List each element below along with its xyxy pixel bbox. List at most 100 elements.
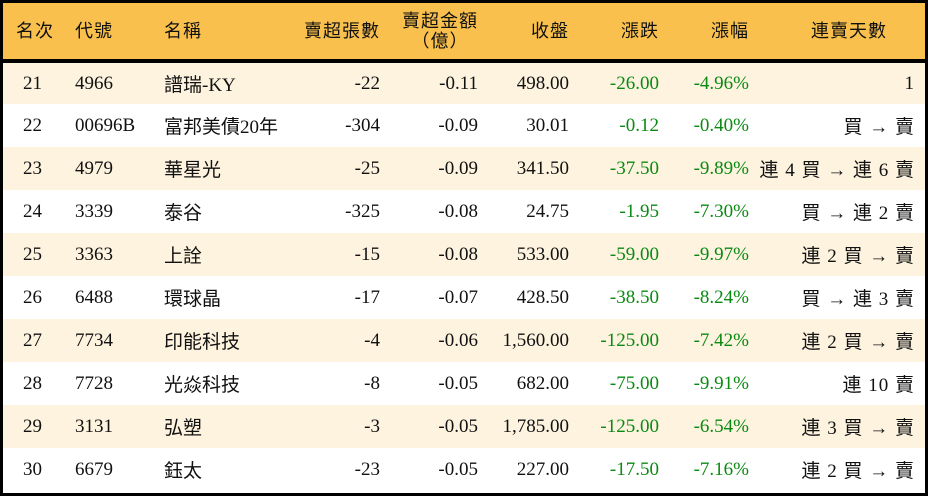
cell-net-sell-amount: -0.05 (438, 415, 478, 437)
cell-code: 4979 (75, 157, 113, 179)
table-row: 26 6488 環球晶 -17 -0.07 428.50 -38.50 -8.2… (3, 276, 925, 319)
cell-rank: 21 (23, 72, 42, 94)
cell-code: 3131 (75, 415, 113, 437)
cell-close: 428.50 (516, 286, 569, 308)
cell-streak: 買 → 賣 (843, 117, 915, 138)
cell-rank: 29 (23, 415, 42, 437)
cell-streak: 連 2 買 → 賣 (801, 461, 915, 482)
cell-streak: 買 → 連 2 賣 (801, 203, 915, 224)
cell-net-sell-amount: -0.05 (438, 458, 478, 480)
cell-change-pct: -0.40% (693, 114, 749, 136)
cell-rank: 23 (23, 157, 42, 179)
header-change: 漲跌 (569, 3, 659, 63)
cell-change: -37.50 (609, 157, 659, 179)
net-sell-ranking-table: 名次 代號 名稱 賣超張數 賣超金額 （億） 收盤 漲跌 漲幅 連賣天數 21 … (3, 3, 925, 491)
cell-net-sell-amount: -0.07 (438, 286, 478, 308)
cell-name: 環球晶 (164, 289, 222, 310)
table-row: 29 3131 弘塑 -3 -0.05 1,785.00 -125.00 -6.… (3, 405, 925, 448)
cell-change-pct: -9.97% (693, 243, 749, 265)
header-net-sell-amount-line1: 賣超金額 (402, 11, 478, 31)
table-row: 24 3339 泰谷 -325 -0.08 24.75 -1.95 -7.30%… (3, 190, 925, 233)
cell-code: 00696B (75, 114, 136, 136)
table-row: 22 00696B 富邦美債20年 -304 -0.09 30.01 -0.12… (3, 104, 925, 147)
cell-name: 譜瑞-KY (164, 75, 236, 96)
cell-net-sell-lots: -15 (354, 243, 380, 265)
cell-net-sell-amount: -0.09 (438, 114, 478, 136)
cell-net-sell-lots: -22 (354, 72, 380, 94)
table-row: 30 6679 鈺太 -23 -0.05 227.00 -17.50 -7.16… (3, 448, 925, 491)
cell-net-sell-amount: -0.09 (438, 157, 478, 179)
cell-rank: 27 (23, 329, 42, 351)
cell-code: 6488 (75, 286, 113, 308)
cell-close: 1,560.00 (502, 329, 570, 351)
cell-rank: 30 (23, 458, 42, 480)
cell-net-sell-lots: -3 (364, 415, 380, 437)
table-row: 25 3363 上詮 -15 -0.08 533.00 -59.00 -9.97… (3, 233, 925, 276)
header-name: 名稱 (151, 3, 286, 63)
cell-name: 弘塑 (164, 418, 203, 439)
table-row: 21 4966 譜瑞-KY -22 -0.11 498.00 -26.00 -4… (3, 61, 925, 104)
cell-net-sell-amount: -0.08 (438, 200, 478, 222)
cell-net-sell-lots: -325 (345, 200, 380, 222)
cell-net-sell-lots: -25 (354, 157, 380, 179)
cell-net-sell-lots: -17 (354, 286, 380, 308)
cell-rank: 26 (23, 286, 42, 308)
header-change-pct: 漲幅 (659, 3, 749, 63)
cell-name: 泰谷 (164, 203, 203, 224)
cell-rank: 24 (23, 200, 42, 222)
cell-code: 7734 (75, 329, 113, 351)
cell-code: 3339 (75, 200, 113, 222)
cell-code: 4966 (75, 72, 113, 94)
cell-streak: 連 3 買 → 賣 (801, 418, 915, 439)
cell-change: -38.50 (609, 286, 659, 308)
table-row: 23 4979 華星光 -25 -0.09 341.50 -37.50 -9.8… (3, 147, 925, 190)
cell-change: -59.00 (609, 243, 659, 265)
cell-net-sell-lots: -23 (354, 458, 380, 480)
cell-close: 533.00 (516, 243, 569, 265)
header-net-sell-amount: 賣超金額 （億） (382, 3, 478, 63)
cell-net-sell-amount: -0.08 (438, 243, 478, 265)
cell-change: -75.00 (609, 372, 659, 394)
cell-name: 上詮 (164, 246, 203, 267)
cell-close: 30.01 (526, 114, 569, 136)
cell-change-pct: -4.96% (693, 72, 749, 94)
cell-change: -26.00 (609, 72, 659, 94)
cell-close: 1,785.00 (502, 415, 570, 437)
cell-net-sell-lots: -8 (364, 372, 380, 394)
cell-change-pct: -8.24% (693, 286, 749, 308)
header-net-sell-lots: 賣超張數 (286, 3, 382, 63)
cell-change: -125.00 (600, 415, 659, 437)
cell-change: -125.00 (600, 329, 659, 351)
header-net-sell-amount-line2: （億） (411, 31, 469, 51)
cell-streak: 買 → 連 3 賣 (801, 289, 915, 310)
cell-name: 鈺太 (164, 461, 203, 482)
cell-net-sell-amount: -0.11 (439, 72, 478, 94)
cell-net-sell-amount: -0.06 (438, 329, 478, 351)
cell-close: 24.75 (526, 200, 569, 222)
cell-close: 682.00 (516, 372, 569, 394)
cell-code: 6679 (75, 458, 113, 480)
cell-change-pct: -9.89% (693, 157, 749, 179)
cell-change: -0.12 (619, 114, 659, 136)
cell-change-pct: -6.54% (693, 415, 749, 437)
cell-streak: 連 4 買 → 連 6 賣 (759, 160, 915, 181)
table-row: 28 7728 光焱科技 -8 -0.05 682.00 -75.00 -9.9… (3, 362, 925, 405)
cell-streak: 1 (904, 72, 915, 94)
cell-change-pct: -7.42% (693, 329, 749, 351)
header-code: 代號 (65, 3, 151, 63)
cell-streak: 連 10 賣 (842, 375, 915, 396)
cell-name: 光焱科技 (164, 375, 241, 396)
table-header-row: 名次 代號 名稱 賣超張數 賣超金額 （億） 收盤 漲跌 漲幅 連賣天數 (3, 3, 925, 63)
cell-code: 7728 (75, 372, 113, 394)
cell-change-pct: -9.91% (693, 372, 749, 394)
cell-net-sell-lots: -304 (345, 114, 380, 136)
cell-change: -1.95 (619, 200, 659, 222)
cell-change-pct: -7.16% (693, 458, 749, 480)
cell-rank: 28 (23, 372, 42, 394)
cell-net-sell-lots: -4 (364, 329, 380, 351)
header-close: 收盤 (478, 3, 569, 63)
cell-name: 印能科技 (164, 332, 241, 353)
cell-change: -17.50 (609, 458, 659, 480)
table-row: 27 7734 印能科技 -4 -0.06 1,560.00 -125.00 -… (3, 319, 925, 362)
